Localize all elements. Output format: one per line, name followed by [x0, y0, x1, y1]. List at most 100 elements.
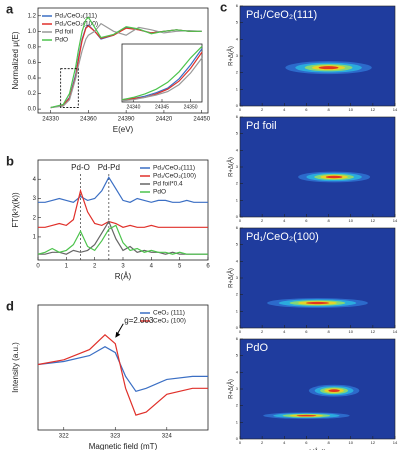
x-tick-label: 4 [283, 107, 286, 112]
panel-label: d [6, 298, 14, 313]
x-tick-label: 1 [65, 264, 69, 270]
data-line [37, 224, 208, 255]
x-tick-label: 12 [371, 329, 376, 334]
y-tick-label: 4 [236, 36, 239, 41]
y-tick-label: 0 [236, 325, 239, 330]
x-tick-label: 2 [261, 218, 264, 223]
y-tick-label: 5 [236, 242, 239, 247]
x-tick-label: 6 [305, 218, 308, 223]
x-tick-label: 322 [59, 434, 70, 440]
x-tick-label: 0 [239, 218, 242, 223]
panel-label: b [6, 153, 14, 168]
data-line [37, 333, 208, 416]
peak [298, 171, 371, 183]
x-tick-label: 323 [110, 434, 121, 440]
data-line [37, 346, 208, 392]
peak [285, 61, 372, 75]
x-tick-label: 0 [239, 329, 242, 334]
data-line [121, 51, 203, 101]
x-tick-label: 8 [327, 440, 330, 445]
panel-label: c [220, 0, 227, 14]
y-tick-label: 0.0 [28, 107, 37, 113]
y-axis-label: R+Δ(Å) [228, 157, 235, 177]
x-tick-label: 6 [305, 329, 308, 334]
x-tick-label: 24345 [155, 104, 169, 110]
y-tick-label: 3 [33, 196, 37, 202]
y-tick-label: 5 [236, 131, 239, 136]
y-tick-label: 2 [236, 403, 239, 408]
peak [263, 412, 350, 419]
y-axis-label: R+Δ(Å) [228, 379, 235, 399]
zoom-box [60, 68, 79, 108]
y-tick-label: 3 [236, 275, 239, 280]
peak-ring [318, 66, 339, 70]
peak-ring [325, 175, 343, 179]
data-line [38, 220, 208, 255]
x-tick-label: 24340 [126, 104, 140, 110]
y-tick-label: 6 [236, 3, 239, 8]
x-tick-label: 14 [393, 218, 398, 223]
x-axis-label: E(eV) [113, 125, 134, 134]
y-axis-label: R+Δ(Å) [228, 46, 235, 66]
x-tick-label: 0 [36, 264, 40, 270]
x-tick-label: 3 [121, 264, 125, 270]
y-tick-label: 3 [236, 386, 239, 391]
y-tick-label: 1 [33, 235, 37, 241]
annotation: Pd-O [71, 163, 90, 172]
y-axis-label: R+Δ(Å) [228, 268, 235, 288]
x-tick-label: 4 [283, 329, 286, 334]
x-tick-label: 12 [371, 218, 376, 223]
panel-title: Pd foil [246, 120, 277, 132]
x-tick-label: 12 [371, 107, 376, 112]
x-tick-label: 324 [162, 434, 173, 440]
x-tick-label: 4 [283, 440, 286, 445]
panel-title: PdO [246, 342, 268, 354]
x-tick-label: 4 [150, 264, 154, 270]
peak-ring [305, 301, 330, 305]
y-tick-label: 2 [33, 215, 37, 221]
y-tick-label: 1 [236, 197, 239, 202]
x-tick-label: 2 [93, 264, 97, 270]
x-tick-label: 2 [261, 107, 264, 112]
x-tick-label: 24390 [118, 117, 135, 123]
data-line [38, 188, 208, 228]
heatmap-background [239, 227, 396, 329]
y-tick-label: 6 [236, 114, 239, 119]
y-tick-label: 2 [236, 181, 239, 186]
x-tick-label: 6 [206, 264, 210, 270]
data-line [121, 45, 203, 101]
y-tick-label: 4 [236, 369, 239, 374]
y-tick-label: 0.6 [28, 60, 37, 66]
x-tick-label: 14 [393, 107, 398, 112]
x-tick-label: 24450 [193, 117, 210, 123]
y-tick-label: 5 [236, 20, 239, 25]
y-tick-label: 0.8 [28, 44, 37, 50]
legend-label: CeO₂ (111) [153, 310, 185, 317]
x-tick-label: 24360 [80, 117, 97, 123]
x-tick-label: 14 [393, 329, 398, 334]
x-tick-label: 8 [327, 329, 330, 334]
heatmap-peaks [263, 384, 360, 419]
legend-label: Pd₁/CeO₂(111) [153, 165, 195, 172]
y-tick-label: 0 [236, 103, 239, 108]
heatmap-background [239, 5, 396, 107]
y-axis-label: Intensity (a.u.) [11, 342, 20, 393]
legend-label: CeO₂ (100) [153, 318, 186, 325]
annotation: Pd-Pd [98, 163, 120, 172]
x-tick-label: 12 [371, 440, 376, 445]
y-tick-label: 1 [236, 308, 239, 313]
y-tick-label: 1 [236, 419, 239, 424]
x-tick-label: 24420 [156, 117, 173, 123]
x-tick-label: 0 [239, 440, 242, 445]
y-tick-label: 0 [236, 214, 239, 219]
y-tick-label: 1 [236, 86, 239, 91]
legend-label: PdO [153, 189, 166, 196]
x-tick-label: 24330 [42, 117, 59, 123]
y-tick-label: 4 [236, 147, 239, 152]
panel-label: a [6, 1, 14, 16]
plot-frame [37, 304, 209, 431]
data-line [38, 176, 208, 203]
peak [308, 384, 360, 397]
x-axis-label: k(Å⁻¹) [309, 449, 325, 450]
